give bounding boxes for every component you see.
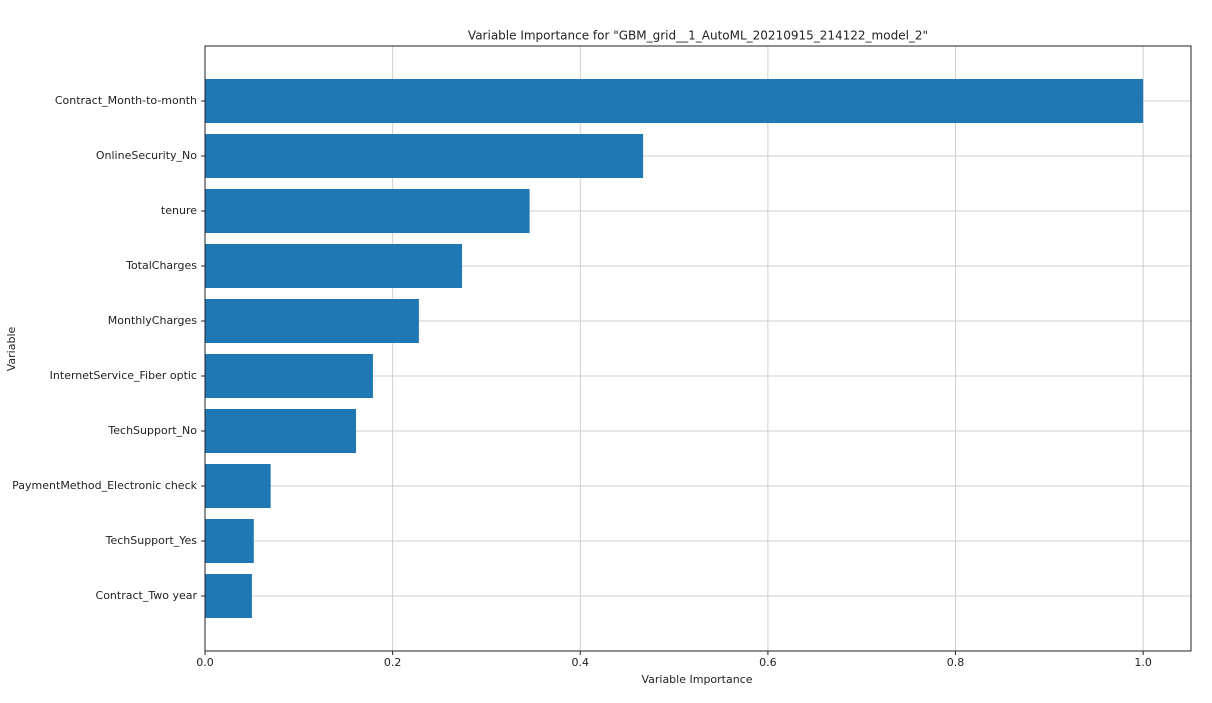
bar xyxy=(205,189,530,233)
x-tick-label: 0.6 xyxy=(759,656,777,669)
x-tick-label: 0.4 xyxy=(572,656,590,669)
y-tick-label: TotalCharges xyxy=(125,259,197,272)
y-tick-label: PaymentMethod_Electronic check xyxy=(12,479,197,492)
y-tick-label: tenure xyxy=(161,204,197,217)
bar xyxy=(205,519,254,563)
bar xyxy=(205,134,644,178)
y-tick-label: InternetService_Fiber optic xyxy=(50,369,197,382)
bar xyxy=(205,574,252,618)
y-tick-label: MonthlyCharges xyxy=(108,314,198,327)
bar xyxy=(205,354,373,398)
plot-frame xyxy=(204,45,1192,652)
x-tick-label: 0.0 xyxy=(196,656,214,669)
bar xyxy=(205,409,357,453)
bar xyxy=(205,464,271,508)
x-tick-label: 0.8 xyxy=(947,656,965,669)
y-tick-label: TechSupport_No xyxy=(107,424,197,437)
x-tick-label: 1.0 xyxy=(1134,656,1152,669)
y-tick-label: Contract_Two year xyxy=(96,589,198,602)
y-tick-label: Contract_Month-to-month xyxy=(55,94,197,107)
y-tick-label: TechSupport_Yes xyxy=(105,534,198,547)
x-axis-label: Variable Importance xyxy=(641,673,752,686)
bar xyxy=(205,244,463,288)
x-tick-label: 0.2 xyxy=(384,656,402,669)
chart-title: Variable Importance for "GBM_grid__1_Aut… xyxy=(468,29,928,43)
bar xyxy=(205,79,1144,123)
bar xyxy=(205,299,419,343)
y-tick-label: OnlineSecurity_No xyxy=(96,149,197,162)
y-axis-label: Variable xyxy=(5,327,18,372)
